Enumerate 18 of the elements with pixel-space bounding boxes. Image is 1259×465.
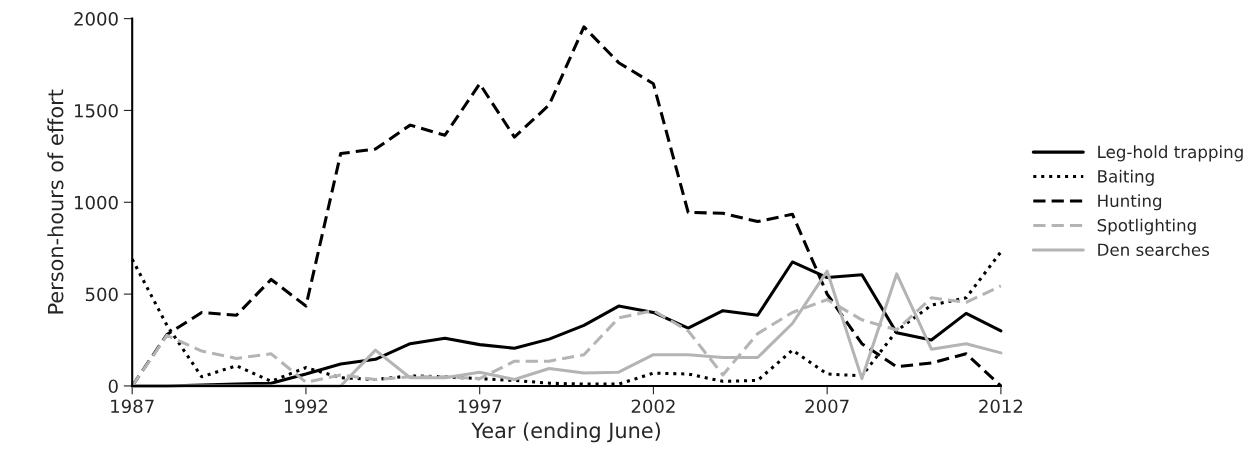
y-tick-label: 0 [108,379,118,394]
x-tick-label: 1992 [284,399,328,414]
y-tick-label: 1500 [75,103,118,118]
x-tick-label: 1987 [111,399,154,414]
y-tick-label: 2000 [74,12,118,26]
legend-label: Baiting [1098,169,1154,186]
legend-label: Leg-hold trapping [1098,145,1243,162]
legend-label: Den searches [1098,243,1210,257]
legend-label: Spotlighting [1097,218,1196,235]
y-tick-label: 1000 [75,195,118,210]
x-axis-title: Year (ending June) [471,422,660,443]
x-tick-label: 2007 [805,399,849,414]
y-axis-title: Person-hours of effort [47,89,64,314]
x-tick-label: 1997 [458,399,502,414]
x-tick-label: 2002 [631,399,675,414]
x-tick-label: 2012 [979,399,1023,414]
y-tick-label: 500 [85,287,118,302]
legend-label: Hunting [1098,194,1162,211]
